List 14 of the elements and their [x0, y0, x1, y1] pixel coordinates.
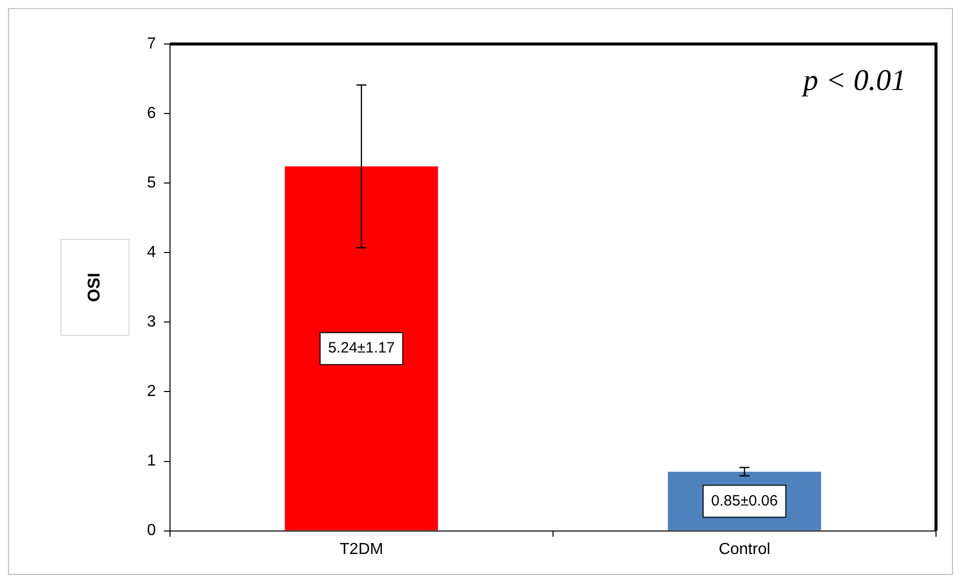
y-tick-label: 6	[146, 104, 156, 122]
x-tick-label: Control	[718, 540, 770, 558]
y-axis-title: OSI	[84, 272, 104, 302]
y-tick-label: 7	[146, 35, 156, 52]
y-tick-label: 5	[146, 174, 156, 192]
data-label: 0.85±0.06	[711, 492, 778, 510]
y-tick-label: 2	[146, 383, 156, 400]
y-tick-label: 1	[146, 452, 156, 470]
annotation: p < 0.01	[801, 64, 906, 97]
data-label: 5.24±1.17	[328, 340, 395, 357]
y-tick-label: 0	[146, 522, 156, 540]
x-tick-label: T2DM	[340, 540, 384, 558]
y-tick-label: 3	[146, 314, 156, 331]
y-tick-label: 4	[146, 244, 156, 262]
